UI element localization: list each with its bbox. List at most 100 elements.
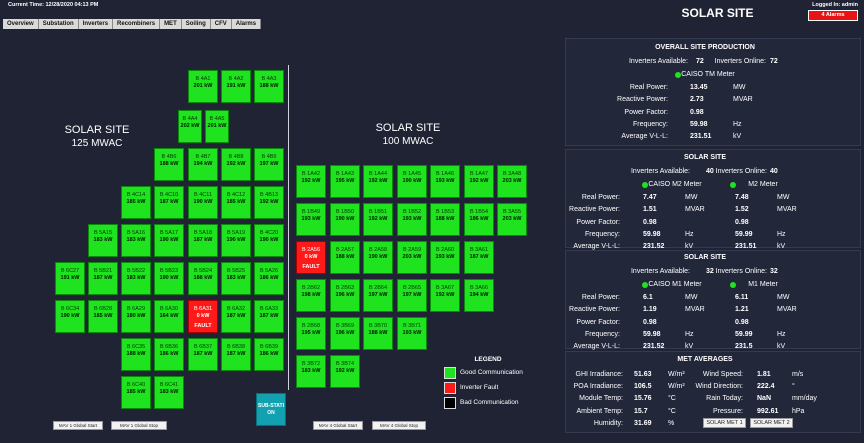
inverter-block[interactable]: B 2A60 193 kW [430, 241, 460, 274]
inverter-power: 197 kW [402, 292, 422, 298]
inverter-block[interactable]: B 6C34 190 kW [55, 300, 85, 333]
section-title: SOLAR SITE [683, 254, 726, 261]
inverter-block[interactable]: B 5A17 190 kW [154, 224, 184, 257]
inverter-block[interactable]: B 3A55 203 kW [497, 203, 527, 236]
tab[interactable]: Overview [3, 19, 39, 29]
legend-swatch [444, 367, 456, 379]
tab[interactable]: Recombiners [113, 19, 161, 29]
inverter-block[interactable]: B 6C27 191 kW [55, 262, 85, 295]
inverter-block[interactable]: B 6A31 0 kW FAULT [188, 300, 218, 333]
inverter-block[interactable]: B 2A56 0 kW FAULT [296, 241, 326, 274]
inverter-block[interactable]: B 5A19 190 kW [221, 224, 251, 257]
inverter-block[interactable]: B 1B50 190 kW [330, 203, 360, 236]
inverter-block[interactable]: B 1A45 190 kW [397, 165, 427, 198]
global-button[interactable]: MAV 1 Global Start [53, 421, 103, 430]
inverter-block[interactable]: B 5A16 183 kW [121, 224, 151, 257]
inverter-block[interactable]: B 3B74 192 kW [330, 355, 360, 388]
inverter-block[interactable]: B 6C41 183 kW [154, 376, 184, 409]
inverter-block[interactable]: B 2B64 197 kW [363, 279, 393, 312]
inverter-block[interactable]: B 5B24 188 kW [188, 262, 218, 295]
inverter-block[interactable]: B 6C40 185 kW [121, 376, 151, 409]
inverter-block[interactable]: B 2B63 196 kW [330, 279, 360, 312]
inverter-block[interactable]: B 5B23 190 kW [154, 262, 184, 295]
inverter-block[interactable]: B 1B54 186 kW [464, 203, 494, 236]
tab[interactable]: Inverters [78, 19, 114, 29]
inverter-block[interactable]: B 3B70 188 kW [363, 317, 393, 350]
inverter-block[interactable]: B 4C20 190 kW [254, 224, 284, 257]
inverter-block[interactable]: B 2B65 197 kW [397, 279, 427, 312]
inverter-block[interactable]: B 4A1 201 kW [188, 70, 218, 103]
inverter-block[interactable]: B 4C14 185 kW [121, 186, 151, 219]
inverter-block[interactable]: B 1B51 192 kW [363, 203, 393, 236]
inverter-block[interactable]: B 4C10 187 kW [154, 186, 184, 219]
inverter-block[interactable]: B 1A47 192 kW [464, 165, 494, 198]
inverter-block[interactable]: B 3B69 196 kW [330, 317, 360, 350]
online-value: 72 [770, 58, 778, 65]
inverter-block[interactable]: B 1A44 192 kW [363, 165, 393, 198]
inverter-block[interactable]: B 4B6 188 kW [154, 148, 184, 181]
inverter-block[interactable]: B 2B68 195 kW [296, 317, 326, 350]
tab[interactable]: MET [160, 19, 182, 29]
inverter-block[interactable]: B 3B71 193 kW [397, 317, 427, 350]
inverter-block[interactable]: B 1B52 193 kW [397, 203, 427, 236]
met-label: GHI Irradiance: [575, 371, 623, 378]
inverter-block[interactable]: B 6B36 186 kW [154, 338, 184, 371]
inverter-name: B 1B52 [402, 209, 422, 215]
inverter-block[interactable]: B 5B22 183 kW [121, 262, 151, 295]
inverter-block[interactable]: B 6A32 187 kW [221, 300, 251, 333]
inverter-block[interactable]: B 6B39 186 kW [254, 338, 284, 371]
inverter-block[interactable]: B 4C12 185 kW [221, 186, 251, 219]
tab[interactable]: Substation [38, 19, 79, 29]
inverter-block[interactable]: B 2A57 188 kW [330, 241, 360, 274]
inverter-block[interactable]: B 2B62 198 kW [296, 279, 326, 312]
inverter-block[interactable]: B 5A18 187 kW [188, 224, 218, 257]
inverter-block[interactable]: B 4A4 202 kW [178, 110, 202, 143]
inverter-block[interactable]: B 3A67 192 kW [430, 279, 460, 312]
inverter-block[interactable]: B 3A66 194 kW [464, 279, 494, 312]
inverter-block[interactable]: B 1A43 195 kW [330, 165, 360, 198]
inverter-block[interactable]: B 6B38 187 kW [221, 338, 251, 371]
met-unit: % [668, 419, 675, 427]
alarms-button[interactable]: 4 Alarms [808, 10, 858, 21]
inverter-block[interactable]: B 4A5 201 kW [205, 110, 229, 143]
global-button[interactable]: MAV 1 Global Stop [111, 421, 167, 430]
inverter-block[interactable]: B 2A59 203 kW [397, 241, 427, 274]
global-button[interactable]: MAV 4 Global Start [313, 421, 363, 430]
inverter-block[interactable]: B 6A33 187 kW [254, 300, 284, 333]
inverter-block[interactable]: B 1A42 192 kW [296, 165, 326, 198]
inverter-block[interactable]: B 6B28 185 kW [88, 300, 118, 333]
inverter-block[interactable]: B 6C35 188 kW [121, 338, 151, 371]
inverter-block[interactable]: B 4B13 192 kW [254, 186, 284, 219]
inverter-block[interactable]: B 5A15 183 kW [88, 224, 118, 257]
inverter-block[interactable]: B 1B49 193 kW [296, 203, 326, 236]
inverter-block[interactable]: B 6A29 180 kW [121, 300, 151, 333]
inverter-block[interactable]: B 1B53 188 kW [430, 203, 460, 236]
meter-name: M1 Meter [748, 281, 778, 288]
global-button[interactable]: MAV 4 Global Stop [372, 421, 426, 430]
inverter-block[interactable]: B 6B37 187 kW [188, 338, 218, 371]
inverter-block[interactable]: B 6A30 164 kW [154, 300, 184, 333]
met-button[interactable]: SOLAR MET 1 [703, 418, 746, 428]
inverter-block[interactable]: B 3A48 203 kW [497, 165, 527, 198]
inverter-block[interactable]: B 4A3 188 kW [254, 70, 284, 103]
inverter-block[interactable]: B 4B7 194 kW [188, 148, 218, 181]
tab[interactable]: Alarms [231, 19, 262, 29]
inverter-block[interactable]: B 4A2 191 kW [221, 70, 251, 103]
inverter-block[interactable]: B 3A61 187 kW [464, 241, 494, 274]
inverter-block[interactable]: B 5B21 187 kW [88, 262, 118, 295]
inverter-block[interactable]: B 4B8 192 kW [221, 148, 251, 181]
inverter-block[interactable]: B 5B25 183 kW [221, 262, 251, 295]
row-label: Power Factor: [576, 318, 620, 326]
inverter-block[interactable]: B 2A58 190 kW [363, 241, 393, 274]
inverter-block[interactable]: B 3B72 183 kW [296, 355, 326, 388]
inverter-name: B 6B28 [93, 306, 113, 312]
inverter-block[interactable]: B 4C11 190 kW [188, 186, 218, 219]
meter-value: 231.52 [643, 243, 665, 251]
inverter-block[interactable]: B 4B9 197 kW [254, 148, 284, 181]
met-button[interactable]: SOLAR MET 2 [750, 418, 793, 428]
inverter-block[interactable]: B 1A46 193 kW [430, 165, 460, 198]
inverter-block[interactable]: B 5A26 186 kW [254, 262, 284, 295]
tab[interactable]: CFV [210, 19, 232, 29]
substation-block[interactable]: SUB-STATION [256, 393, 286, 426]
tab[interactable]: Soiling [181, 19, 211, 29]
